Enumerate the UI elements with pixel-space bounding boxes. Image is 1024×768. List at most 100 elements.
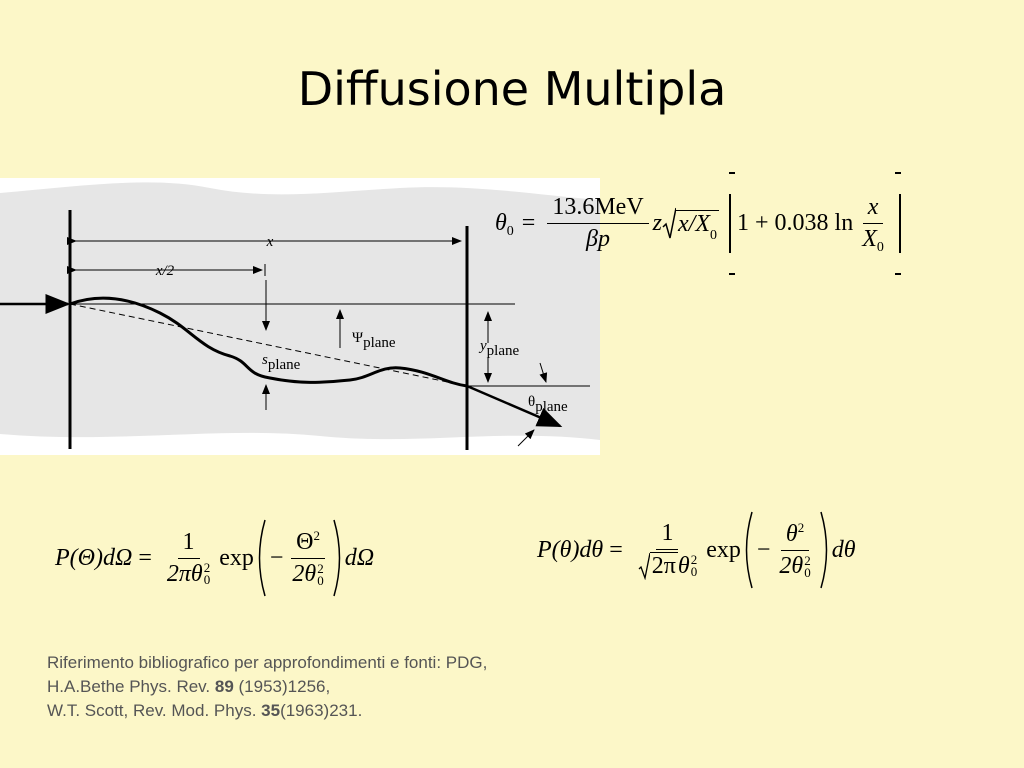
reference-line: W.T. Scott, Rev. Mod. Phys. 35(1963)231. [47,699,487,723]
math: 2θ [292,561,317,587]
math: P(θ)dθ [537,536,604,563]
math: θ [677,552,690,579]
psi-sub: plane [363,335,396,351]
math: 13.6MeV [547,194,649,224]
psi: Ψ [352,330,364,346]
math: 0 [804,564,811,580]
math: x/X [678,210,710,237]
math: 2 [804,552,811,568]
math: 2 [690,552,698,567]
denominator: 2θ 2 0 [287,559,328,588]
math: − [269,544,284,571]
math: θ [495,210,507,236]
y-label: yplane [478,338,519,359]
denominator: 2θ 2 0 [774,551,815,580]
theta-label: θplane [528,394,568,415]
math: 2θ [779,553,804,579]
slide-title: Diffusione Multipla [297,62,727,116]
math: 0 [317,572,324,588]
math: = [609,536,623,563]
math: exp [219,544,254,571]
y-sub: plane [487,343,520,359]
math: βp [586,226,610,252]
y: y [478,338,487,354]
math: 2π [649,552,678,579]
math: 1 [177,529,200,559]
math: Θ [296,529,314,555]
math: 2 [203,560,211,575]
math: 2πθ [166,560,203,587]
paren [819,511,827,589]
x-label: x [266,234,274,250]
arrow [517,429,535,447]
s-sub: plane [268,357,301,373]
particle-trajectory [69,296,468,388]
math: 0 [876,239,884,255]
math: z [652,210,663,236]
half-x-label: x/2 [155,263,175,279]
math: X [862,226,877,252]
math: dθ [831,536,856,563]
formula-solid-angle: P(Θ)dΩ = 1 2πθ 2 0 exp − Θ2 2θ 2 0 dΩ [55,518,374,598]
root-sign [638,552,650,580]
math: θ [785,521,798,547]
scattering-figure: x x/2 Ψplane splane yplane θplane [0,178,600,455]
math: P(Θ)dΩ [55,544,133,571]
paren [332,519,340,597]
text: H.A.Bethe Phys. Rev. [47,677,215,696]
arrow [539,362,548,383]
outgoing-track [466,384,563,428]
math: 0 [690,564,698,579]
root-sign [662,207,677,238]
paren [258,519,266,597]
math: dΩ [344,544,375,571]
formula-plane-angle: P(θ)dθ = 1 2π θ 2 0 exp − θ2 2θ 2 0 dθ [537,510,856,590]
mean-direction [69,303,468,387]
material-region [0,182,600,440]
math: 0 [506,223,514,239]
psi-label: Ψplane [352,330,396,351]
volume: 35 [261,701,281,720]
text: W.T. Scott, Rev. Mod. Phys. [47,701,262,720]
reference-line: Riferimento bibliografico per approfondi… [47,653,488,672]
s: s [262,352,268,368]
reference-line: H.A.Bethe Phys. Rev. 89 (1953)1256, [47,675,487,699]
math: x [862,194,884,224]
math: 2 [317,560,324,576]
math: 2 [313,528,320,543]
theta-sub: plane [535,399,568,415]
math: = [138,544,152,571]
fraction: 13.6MeV βp [547,194,649,253]
paren [745,511,753,589]
math: − [756,536,771,563]
references: Riferimento bibliografico per approfondi… [47,651,487,723]
s-label: splane [262,352,301,373]
numerator: Θ2 [291,528,325,559]
math: exp [706,536,741,563]
fraction: θ2 2θ 2 0 [774,520,815,580]
theta: θ [528,394,535,410]
math: 0 [710,227,717,243]
math: 0 [203,572,211,587]
text: (1953)1256, [233,677,331,696]
math: 1 [656,520,679,550]
math: 2 [797,520,805,535]
text: (1963)231. [280,701,363,720]
math: 1 + 0.038 ln [737,210,854,236]
volume: 89 [214,677,234,696]
fraction: Θ2 2θ 2 0 [287,528,328,588]
root: x/X0 [676,209,719,243]
